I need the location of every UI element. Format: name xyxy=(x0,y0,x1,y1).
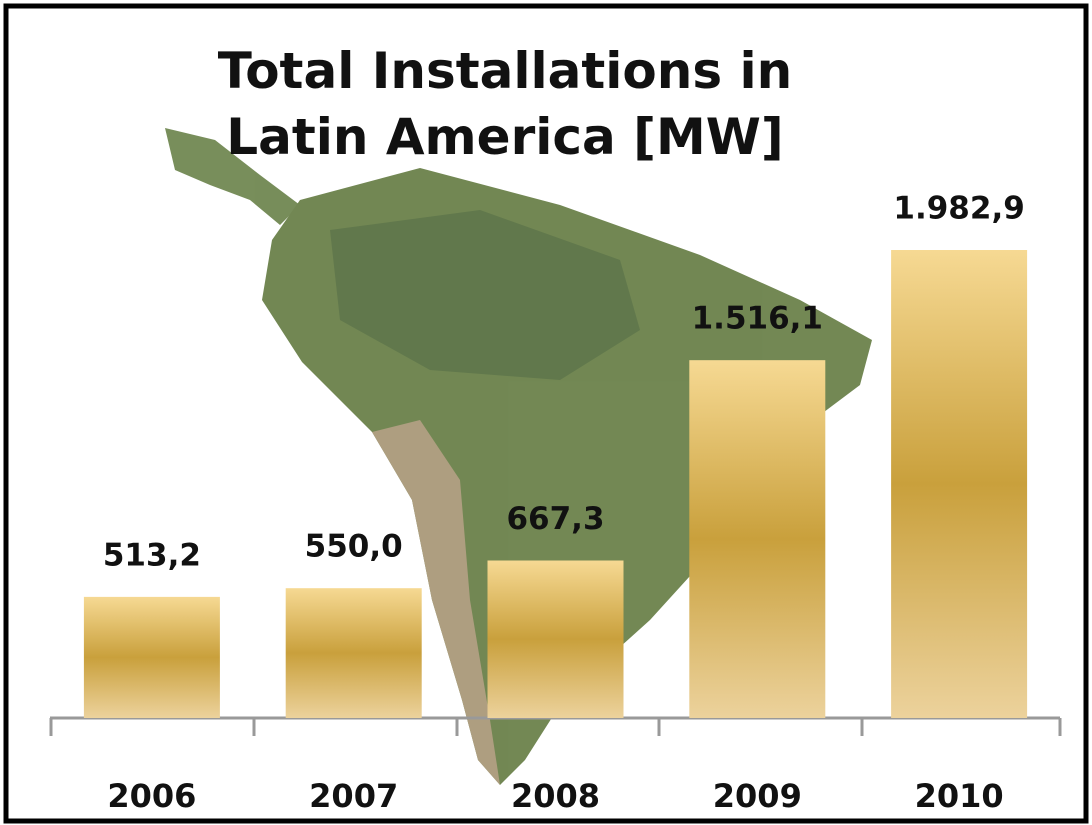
map-background xyxy=(165,128,872,785)
value-label: 667,3 xyxy=(506,501,604,537)
value-label: 513,2 xyxy=(103,537,201,573)
bar xyxy=(83,596,220,718)
x-tick-label: 2009 xyxy=(713,777,802,815)
bar xyxy=(285,588,422,718)
chart-title: Total Installations in Latin America [MW… xyxy=(217,42,793,166)
bar xyxy=(487,560,624,718)
x-tick-label: 2008 xyxy=(511,777,600,815)
value-label: 550,0 xyxy=(305,529,403,565)
value-label: 1.982,9 xyxy=(893,191,1024,227)
bar xyxy=(891,250,1028,718)
x-tick-label: 2007 xyxy=(309,777,398,815)
x-tick-label: 2010 xyxy=(915,777,1004,815)
x-tick-label: 2006 xyxy=(107,777,196,815)
value-label: 1.516,1 xyxy=(692,301,823,337)
axis-separators xyxy=(49,718,1062,736)
bar xyxy=(689,360,826,718)
